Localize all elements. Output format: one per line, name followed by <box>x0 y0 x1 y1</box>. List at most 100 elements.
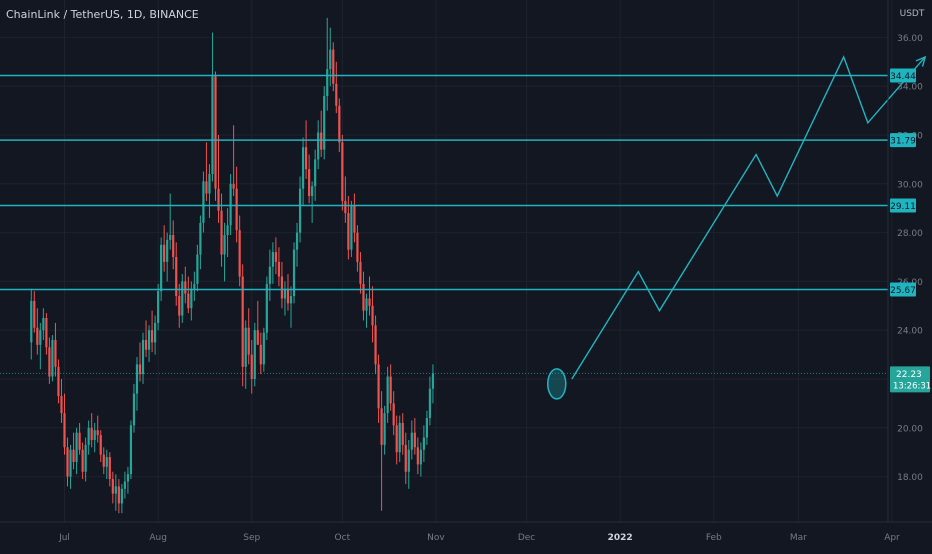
candle-up <box>129 425 133 475</box>
candle-up <box>244 327 247 367</box>
candle-up <box>87 427 90 445</box>
candles <box>30 17 435 514</box>
candle-down <box>353 205 356 233</box>
candle-up <box>123 481 126 489</box>
candle-up <box>365 298 368 311</box>
projection-polyline[interactable] <box>571 55 926 380</box>
candle-up <box>75 432 78 462</box>
candle-down <box>205 181 208 194</box>
countdown-label: 13:26:31 <box>893 381 931 391</box>
candle-down <box>259 344 262 365</box>
candle-down <box>359 261 362 284</box>
candle-up <box>410 432 413 450</box>
candle-up <box>301 147 305 189</box>
candle-down <box>81 449 84 472</box>
projection-path[interactable] <box>547 55 927 400</box>
candle-up <box>169 235 172 240</box>
candle-up <box>386 376 389 414</box>
candle-up <box>39 330 42 345</box>
time-tick-label: Mar <box>790 533 807 543</box>
price-tick-label: 36.00 <box>897 34 923 44</box>
candle-up <box>292 249 296 297</box>
candle-up <box>419 449 422 465</box>
candle-down <box>33 300 36 328</box>
candle-up <box>425 418 428 438</box>
price-tick-label: 18.00 <box>897 473 923 483</box>
level-price-badge <box>890 198 916 213</box>
candle-down <box>338 105 341 143</box>
candle-up <box>157 291 160 323</box>
candle-down <box>416 447 419 465</box>
time-axis[interactable]: Jul Aug Sep Oct Nov Dec 2022 Feb Mar Apr <box>58 533 900 543</box>
candle-up <box>265 283 268 333</box>
horizontal-levels[interactable] <box>0 74 888 374</box>
candle-down <box>280 276 284 299</box>
candle-down <box>362 283 365 311</box>
candle-up <box>289 296 293 304</box>
candle-up <box>262 332 265 365</box>
candle-down <box>96 430 99 436</box>
candle-down <box>377 364 380 409</box>
candle-down <box>72 449 75 462</box>
candle-down <box>380 408 383 445</box>
highlight-ellipse[interactable] <box>547 368 567 400</box>
candle-down <box>250 354 253 379</box>
time-tick-label: Oct <box>335 533 351 543</box>
candle-down <box>335 83 338 106</box>
candle-up <box>226 225 229 236</box>
candle-up <box>190 288 193 309</box>
candle-down <box>66 447 69 477</box>
candle-down <box>90 427 93 440</box>
candle-down <box>305 147 308 170</box>
candle-down <box>187 293 190 309</box>
candle-down <box>404 444 407 472</box>
candle-down <box>374 325 377 365</box>
candle-down <box>150 330 154 343</box>
level-price-badge-label: 29.11 <box>890 202 916 212</box>
candle-up <box>398 422 401 453</box>
candle-down <box>117 486 120 504</box>
price-tick-label: 20.00 <box>897 424 923 434</box>
candle-down <box>78 432 81 450</box>
level-price-badge <box>890 133 916 148</box>
candle-up <box>326 69 329 96</box>
current-price-badge <box>890 366 930 393</box>
candle-down <box>138 364 142 375</box>
candle-up <box>223 235 226 255</box>
candle-down <box>347 213 350 250</box>
candle-up <box>350 205 353 250</box>
candle-down <box>256 330 259 345</box>
candle-up <box>271 252 274 267</box>
candle-up <box>114 486 117 494</box>
candle-down <box>144 339 148 350</box>
candle-up <box>135 364 139 394</box>
candle-up <box>202 181 205 223</box>
candle-down <box>217 188 220 211</box>
level-price-badge-label: 34.44 <box>890 72 916 82</box>
candle-up <box>314 159 317 187</box>
candle-up <box>431 373 435 389</box>
level-price-badge <box>890 68 916 83</box>
candle-down <box>99 435 102 455</box>
price-tick-label: 34.00 <box>897 83 923 93</box>
candle-down <box>277 261 281 277</box>
price-tick-label: 28.00 <box>897 229 923 239</box>
candle-down <box>172 235 175 257</box>
candle-down <box>214 76 217 189</box>
candle-down <box>371 305 374 326</box>
candle-up <box>407 449 410 472</box>
candle-down <box>232 183 235 189</box>
candle-down <box>392 403 395 426</box>
candle-down <box>247 327 250 355</box>
time-tick-label: Sep <box>243 533 260 543</box>
candle-down <box>111 479 114 494</box>
candle-down <box>286 288 290 304</box>
candle-down <box>344 200 347 214</box>
candle-down <box>274 252 277 262</box>
candle-up <box>30 300 33 343</box>
candle-up <box>323 95 326 150</box>
candle-up <box>329 49 332 70</box>
